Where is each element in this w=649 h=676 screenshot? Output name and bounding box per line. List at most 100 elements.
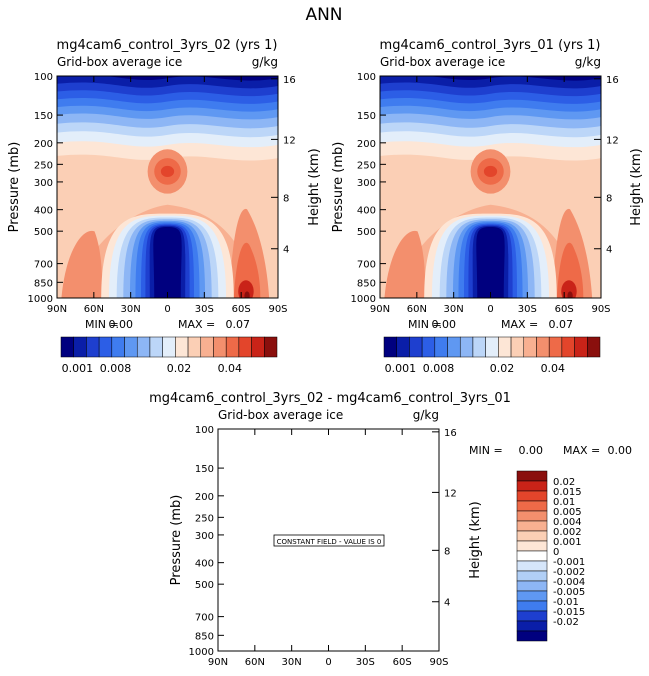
y-tick-label: 400 [34,206,53,217]
colorbar-swatch [264,336,278,358]
colorbar-swatch [136,336,151,358]
colorbar-swatch [516,560,548,572]
panel-left: mg4cam6_control_3yrs_02 (yrs 1) Grid-box… [7,38,322,375]
panel-left-units: g/kg [252,55,278,69]
contour-band [238,280,254,298]
colorbar-swatch [516,580,548,592]
colorbar-tick-label: -0.002 [553,567,585,578]
colorbar-swatch [587,336,601,358]
panel-right-units: g/kg [575,55,601,69]
y-tick-label: 400 [195,559,214,570]
colorbar-tick-label: 0.01 [553,497,575,508]
colorbar-swatch [162,336,176,358]
y-tick-label: 150 [34,111,53,122]
y-tick-label: 700 [195,613,214,624]
panel-right-y2label: Height (km) [629,148,644,225]
colorbar-tick-label: -0.02 [553,617,579,628]
colorbar-swatch [485,336,499,358]
colorbar-swatch [516,570,548,582]
colorbar-swatch [498,336,512,358]
colorbar-swatch [434,336,448,358]
x-tick-label: 60S [232,304,251,315]
colorbar-swatch [516,520,548,532]
x-tick-label: 0 [164,304,170,315]
y2-tick-label: 16 [606,75,619,86]
colorbar-swatch [396,336,410,358]
y-tick-label: 850 [34,278,53,289]
panel-left-field [57,76,278,298]
y2-tick-label: 12 [444,488,457,499]
colorbar-tick-label: 0.02 [167,362,192,375]
colorbar-swatch [516,470,548,482]
x-tick-label: 30N [444,304,464,315]
x-tick-label: 0 [487,304,493,315]
y-tick-label: 100 [357,72,376,83]
colorbar-tick-label: 0.005 [553,507,582,518]
panel-left-ylabel: Pressure (mb) [7,142,22,233]
x-tick-label: 60N [245,657,265,668]
x-tick-label: 90S [591,304,610,315]
panel-left-min-value: 0.00 [109,318,134,331]
colorbar-tick-label: -0.004 [553,577,585,588]
contour-band [384,230,426,298]
figure-title: ANN [305,5,342,25]
panel-right-max-value: 0.07 [549,318,574,331]
panel-left-max-label: MAX = [178,318,215,331]
panel-left-subtitle: Grid-box average ice [57,55,182,69]
colorbar-swatch [516,590,548,602]
panel-right-colorbar: 0.001 0.008 0.02 0.04 [383,336,601,375]
colorbar-swatch [510,336,525,358]
colorbar-swatch [516,630,548,642]
colorbar-swatch [149,336,163,358]
colorbar-swatch [213,336,227,358]
colorbar-swatch [98,336,113,358]
panel-diff-max-value: 0.00 [608,444,633,457]
contour-band [61,230,103,298]
colorbar-swatch [472,336,486,358]
y-tick-label: 200 [357,139,376,150]
panel-diff-y2label: Height (km) [468,501,483,578]
contour-band [244,291,250,298]
colorbar-swatch [124,336,138,358]
colorbar-swatch [516,620,548,632]
colorbar-swatch [523,336,537,358]
contour-band [567,291,573,298]
x-tick-label: 60N [407,304,427,315]
colorbar-swatch [421,336,436,358]
contour-band [153,226,182,298]
panel-left-title: mg4cam6_control_3yrs_02 (yrs 1) [57,38,278,53]
panel-right-axes: 90N 60N 30N 0 30S 60S 90S 100 150 200 250 300 400 500… [351,72,619,315]
y-tick-label: 850 [195,631,214,642]
x-tick-label: 90N [208,657,228,668]
x-tick-label: 60S [555,304,574,315]
y2-tick-label: 12 [606,135,619,146]
colorbar-swatch [238,336,252,358]
y2-tick-label: 4 [606,245,612,256]
panel-left-y2label: Height (km) [307,148,322,225]
x-tick-label: 30S [195,304,214,315]
panel-left-min-label: MIN = [85,318,119,331]
y-tick-label: 100 [195,425,214,436]
colorbar-tick-label: 0.001 [385,362,417,375]
y2-tick-label: 4 [283,245,289,256]
colorbar-swatch [516,540,548,552]
panel-diff-title: mg4cam6_control_3yrs_02 - mg4cam6_contro… [149,391,511,406]
x-tick-label: 90S [429,657,448,668]
panel-diff-ylabel: Pressure (mb) [169,495,184,586]
colorbar-swatch [516,490,548,502]
panel-diff-max-label: MAX = [563,444,600,457]
y-tick-label: 500 [195,580,214,591]
y2-tick-label: 16 [283,75,296,86]
y2-tick-label: 8 [283,193,289,204]
y-tick-label: 250 [195,513,214,524]
colorbar-swatch [516,600,548,612]
colorbar-swatch [548,336,563,358]
colorbar-swatch [561,336,575,358]
colorbar-swatch [447,336,461,358]
y-tick-label: 850 [357,278,376,289]
y-tick-label: 300 [357,178,376,189]
constant-field-annotation: CONSTANT FIELD - VALUE IS 0 [277,538,382,546]
colorbar-tick-label: 0.015 [553,487,582,498]
contour-band [476,226,505,298]
